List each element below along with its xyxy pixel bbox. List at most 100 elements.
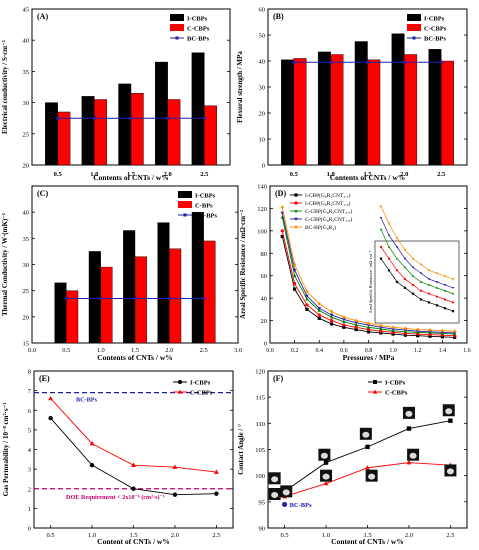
droplet-thumbnail [280,485,293,498]
data-point [305,303,309,307]
data-point [379,323,383,328]
y-tick-label: 15 [23,341,30,348]
y-tick-label: 25 [23,131,30,138]
bar-i-cbps [191,52,205,166]
data-point [89,463,95,468]
inset-data-point [419,263,423,266]
x-tick-label: 1.0 [97,347,105,354]
data-point [391,325,395,330]
y-tick-label: 3 [28,467,31,474]
data-point [317,301,321,306]
data-point [366,330,371,334]
data-point [366,321,371,326]
data-point [342,319,346,323]
bar-c-cbps [404,54,418,166]
bar-c-bps [66,290,79,344]
droplet-image [320,452,328,459]
legend-swatch [170,14,184,21]
x-tick-label: 0.5 [281,532,289,539]
inset-data-point [435,271,439,275]
x-tick-label: 1.5 [363,171,372,178]
y-tick-label: 40 [261,296,268,303]
bar-c-cbps [204,105,217,166]
droplet-thumbnail [407,448,420,461]
inset-data-point [443,284,447,287]
inset-data-point [419,289,423,292]
legend-label: I-CBPs [190,380,211,387]
y-tick-label: 100 [257,228,267,235]
reference-marker [202,297,206,301]
bar-i-cbps [391,33,405,166]
x-tick-label: 2.5 [446,532,454,539]
bar-i-cbps [88,251,101,344]
chart-panel-d: (D) Pressures / MPa Areal Specific Resista… [239,184,471,363]
chart-panel-a: (A) Contents of CNTs / w% Electrical condu… [1,7,231,182]
bar-c-cbps [57,111,71,166]
inset-data-point [411,292,415,295]
droplet-thumbnail [402,406,415,419]
legend-marker [178,380,182,384]
droplet-thumbnail [268,472,281,485]
data-point [305,297,309,301]
droplet-image [445,408,453,415]
x-tick-label: 1.0 [389,348,397,354]
data-point [440,335,444,339]
x-axis-label: Content of CNTs / w% [97,537,170,546]
data-point [379,329,383,333]
data-point [416,327,420,332]
inset-data-point [395,246,399,249]
inset-data-point [403,286,407,289]
data-point [365,465,370,470]
y-axis-label: Flexural strength / MPa [236,51,244,123]
legend-label: C-BPs [195,203,213,210]
reference-point [282,501,288,507]
bar-i-cbps [123,230,136,344]
bar-i-cbps [45,102,58,166]
y-tick-label: 25 [23,288,30,295]
bar-i-cbps [154,61,168,166]
x-tick-label: 1.0 [327,171,335,178]
y-axis-label: Contact Angle / ° [237,424,245,475]
x-tick-label: 1.6 [463,348,471,354]
inset-data-point [435,281,439,284]
data-point [292,268,297,273]
reference-marker [329,60,333,64]
inset-data-point [443,289,447,292]
data-point [354,327,358,332]
droplet-image [409,452,417,459]
data-point [172,464,178,469]
y-tick-label: 0 [28,526,31,533]
data-point [293,281,297,286]
data-point [131,486,136,491]
data-point [354,323,358,327]
y-tick-label: 140 [257,184,267,191]
y-tick-label: 8 [28,369,31,376]
inset-data-point [443,274,447,278]
y-tick-label: 45 [23,7,30,14]
reference-label: BC-BPs [290,502,313,509]
y-tick-label: 110 [255,421,265,428]
inset-series-line [380,206,454,280]
reference-marker [99,297,103,301]
bar-c-cbps [130,93,144,166]
reference-marker [366,60,369,64]
y-axis-label: Areal Specific Resistance / mΩ·cm⁻² [239,210,247,319]
inset-data-point [419,280,423,283]
droplet-image [322,473,330,480]
inset-data-point [451,292,455,295]
legend-label: C-CBP(G₈R₂CNT₂.₅) [305,208,352,215]
y-tick-label: 20 [23,314,30,321]
x-tick-label: 2.0 [165,347,173,354]
inset-data-point [387,269,391,272]
legend-marker [175,36,179,40]
x-tick-label: 2.0 [405,532,413,539]
inset-data-point [411,266,415,269]
y-tick-label: 20 [259,111,266,118]
y-tick-label: 105 [255,447,265,454]
bar-i-cbps [157,222,170,344]
y-tick-label: 115 [255,395,265,402]
data-point [406,426,412,431]
y-tick-label: 2 [28,486,31,493]
legend-label: C-CBPs [424,26,447,33]
droplet-thumbnail [320,469,333,482]
